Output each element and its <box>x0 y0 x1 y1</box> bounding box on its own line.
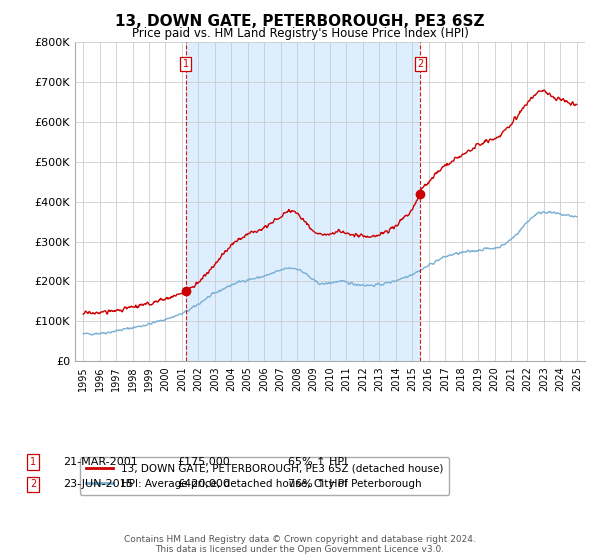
Text: £175,000: £175,000 <box>177 457 230 467</box>
Text: 13, DOWN GATE, PETERBOROUGH, PE3 6SZ: 13, DOWN GATE, PETERBOROUGH, PE3 6SZ <box>115 14 485 29</box>
Text: 2: 2 <box>30 479 36 489</box>
Text: Price paid vs. HM Land Registry's House Price Index (HPI): Price paid vs. HM Land Registry's House … <box>131 27 469 40</box>
Text: 23-JUN-2015: 23-JUN-2015 <box>63 479 134 489</box>
Text: 65% ↑ HPI: 65% ↑ HPI <box>288 457 347 467</box>
Text: Contains HM Land Registry data © Crown copyright and database right 2024.
This d: Contains HM Land Registry data © Crown c… <box>124 535 476 554</box>
Text: 2: 2 <box>417 59 423 69</box>
Text: 1: 1 <box>182 59 188 69</box>
Text: 76% ↑ HPI: 76% ↑ HPI <box>288 479 347 489</box>
Legend: 13, DOWN GATE, PETERBOROUGH, PE3 6SZ (detached house), HPI: Average price, detac: 13, DOWN GATE, PETERBOROUGH, PE3 6SZ (de… <box>80 458 449 495</box>
Text: 21-MAR-2001: 21-MAR-2001 <box>63 457 138 467</box>
Text: £420,000: £420,000 <box>177 479 230 489</box>
Bar <box>185 42 420 361</box>
Text: 1: 1 <box>30 457 36 467</box>
